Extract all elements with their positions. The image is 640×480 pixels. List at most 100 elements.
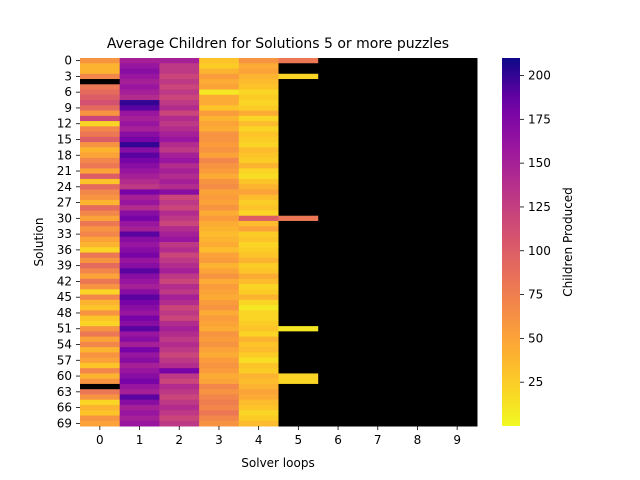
heatmap-cell [397,215,438,222]
heatmap-cell [80,157,121,164]
heatmap-cell [119,378,160,385]
colorbar-tick-label: 75 [528,288,543,302]
heatmap-cell [119,131,160,138]
heatmap-cell [397,79,438,85]
heatmap-cell [437,115,478,122]
heatmap-cell [119,357,160,364]
heatmap-cell [238,394,279,401]
heatmap-cell [238,336,279,343]
heatmap-cell [238,284,279,290]
heatmap-cell [80,289,121,296]
heatmap-cell [199,199,240,206]
heatmap-cell [199,305,240,311]
heatmap-cell [80,168,121,175]
heatmap-cell [159,299,200,306]
heatmap-cell [397,263,438,269]
heatmap-cell [80,284,121,290]
heatmap-cell [397,189,438,196]
heatmap-cell [397,178,438,185]
heatmap-cell [437,415,478,422]
heatmap-cell [199,210,240,217]
heatmap-cell [159,257,200,264]
heatmap-cell [80,105,121,112]
heatmap-cell [238,126,279,133]
heatmap-cell [318,231,359,238]
heatmap-cell [318,220,359,227]
heatmap-cell [119,126,160,133]
heatmap-cell [238,236,279,243]
heatmap-cell [199,58,240,64]
heatmap-cell [159,68,200,75]
heatmap-cell [318,326,359,332]
x-tick-label: 4 [255,433,263,447]
heatmap-cell [278,194,319,201]
heatmap-cell [357,121,399,127]
heatmap-cell [318,310,359,317]
heatmap-cell [278,79,319,85]
heatmap-cell [437,399,478,406]
heatmap-cell [357,257,399,264]
heatmap-cell [238,320,279,327]
heatmap-cell [397,352,438,359]
heatmap-cell [80,263,121,269]
heatmap-cell [278,310,319,317]
heatmap-cell [80,226,121,232]
heatmap-cell [437,131,478,138]
heatmap-cell [159,152,200,159]
heatmap-cell [119,415,160,422]
heatmap-cell [437,210,478,217]
heatmap-cell [159,126,200,133]
heatmap-cell [199,226,240,232]
heatmap-cell [80,79,121,85]
colorbar-tick-label: 25 [528,375,543,389]
heatmap-cell [437,215,478,222]
heatmap-cell [437,68,478,75]
heatmap-cell [437,94,478,101]
heatmap-cell [199,294,240,301]
heatmap-cell [278,247,319,254]
heatmap-cell [437,205,478,211]
heatmap-cell [80,84,121,91]
heatmap-cell [80,389,121,395]
y-tick-label: 24 [57,180,72,194]
heatmap-cell [159,410,200,416]
x-tick-label: 5 [295,433,303,447]
heatmap-cell [159,415,200,422]
heatmap-cell [159,110,200,117]
heatmap-cell [199,278,240,285]
y-tick-label: 36 [57,243,72,257]
heatmap-cell [397,220,438,227]
heatmap-cell [397,184,438,190]
heatmap-cell [278,100,319,106]
heatmap-cell [80,184,121,190]
heatmap-cell [397,115,438,122]
heatmap-cell [437,100,478,106]
heatmap-cell [238,410,279,416]
y-tick-label: 33 [57,227,72,241]
heatmap-cell [159,210,200,217]
heatmap-cell [357,178,399,185]
colorbar-tick-label: 125 [528,200,551,214]
heatmap-cell [318,168,359,175]
heatmap-cell [437,273,478,280]
heatmap-cell [318,331,359,338]
heatmap-cell [80,331,121,338]
heatmap-cell [437,236,478,243]
heatmap-cell [159,247,200,254]
heatmap-cell [397,94,438,101]
heatmap-cell [397,63,438,70]
y-tick-label: 66 [57,401,72,415]
heatmap-cell [397,236,438,243]
heatmap-cell [80,205,121,211]
y-axis-label: Solution [32,218,46,267]
heatmap-cell [357,278,399,285]
heatmap-cell [159,320,200,327]
heatmap-cell [318,152,359,159]
heatmap-cell [278,142,319,148]
heatmap-cell [357,315,399,322]
heatmap-cell [437,152,478,159]
heatmap-cell [357,152,399,159]
heatmap-cell [318,305,359,311]
heatmap-cell [278,305,319,311]
heatmap-cell [199,257,240,264]
